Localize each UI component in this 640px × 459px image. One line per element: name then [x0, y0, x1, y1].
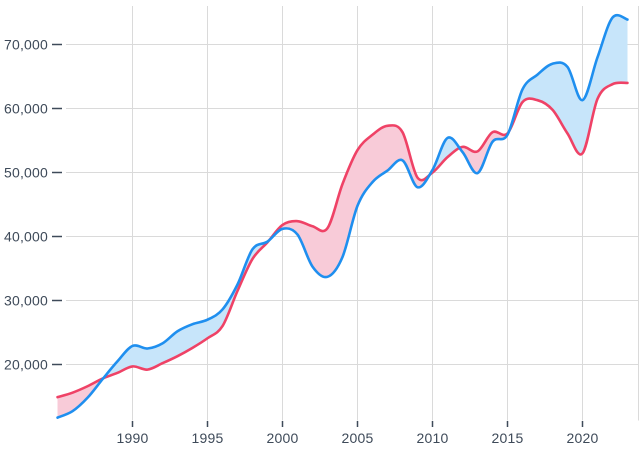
y-axis-label: 50,000 — [4, 164, 48, 180]
x-axis-label: 2010 — [417, 430, 449, 446]
blue-series-line — [56, 13, 629, 419]
x-axis-label: 1995 — [192, 430, 224, 446]
x-axis-label: 2005 — [342, 430, 374, 446]
x-axis-label: 2015 — [492, 430, 524, 446]
y-axis-label: 20,000 — [4, 356, 48, 372]
y-axis-label: 70,000 — [4, 36, 48, 52]
pink-area-fill — [57, 82, 628, 418]
x-axis-label: 2020 — [567, 430, 599, 446]
pink-series-line — [56, 81, 629, 399]
y-axis-label: 40,000 — [4, 228, 48, 244]
y-axis-label: 30,000 — [4, 292, 48, 308]
plot-area — [56, 13, 629, 419]
x-axis-label: 1990 — [117, 430, 149, 446]
x-axis-label: 2000 — [267, 430, 299, 446]
y-axis-label: 60,000 — [4, 100, 48, 116]
